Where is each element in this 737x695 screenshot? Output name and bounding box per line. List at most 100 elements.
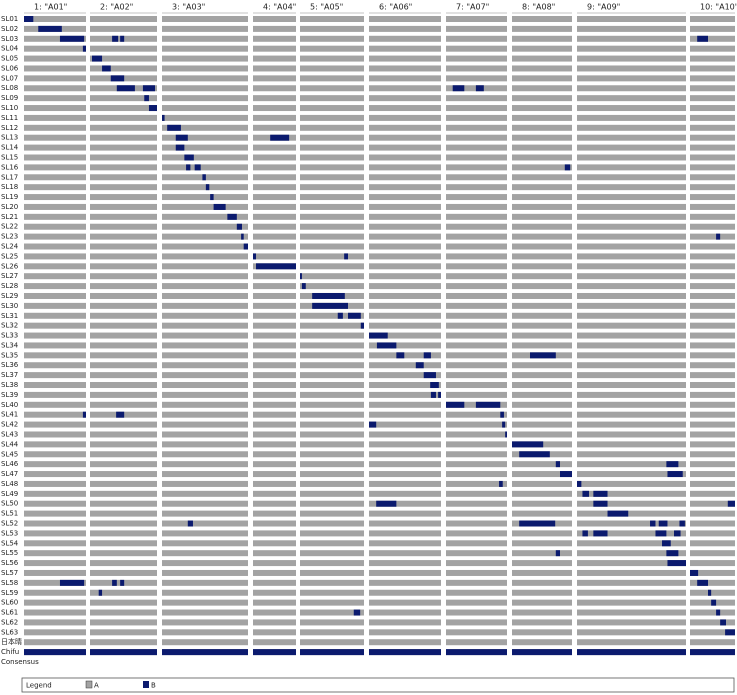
background-bar: [369, 194, 441, 201]
b-segment: [202, 174, 206, 181]
background-bar: [690, 263, 735, 270]
background-bar: [90, 560, 157, 567]
b-segment: [415, 362, 424, 369]
background-bar: [369, 253, 441, 260]
background-bar: [512, 540, 572, 547]
row-label: SL63: [1, 628, 18, 636]
background-bar: [300, 45, 364, 52]
chromosome-label: 6: "A06": [379, 3, 412, 12]
background-bar: [690, 391, 735, 398]
background-bar: [90, 25, 157, 32]
background-bar: [512, 223, 572, 230]
background-bar: [24, 639, 86, 646]
background-bar: [253, 65, 296, 72]
background-bar: [253, 114, 296, 121]
row-label: SL35: [1, 351, 18, 359]
background-bar: [446, 223, 507, 230]
b-segment: [300, 649, 364, 656]
background-bar: [90, 322, 157, 329]
background-bar: [690, 144, 735, 151]
b-segment: [360, 322, 364, 329]
background-bar: [690, 332, 735, 339]
background-bar: [24, 283, 86, 290]
background-bar: [577, 401, 686, 408]
background-bar: [90, 184, 157, 191]
background-bar: [90, 332, 157, 339]
background-bar: [512, 579, 572, 586]
background-bar: [162, 609, 248, 616]
background-bar: [446, 352, 507, 359]
background-bar: [577, 421, 686, 428]
background-bar: [24, 114, 86, 121]
background-bar: [512, 203, 572, 210]
background-bar: [446, 471, 507, 478]
background-bar: [512, 500, 572, 507]
background-bar: [90, 629, 157, 636]
background-bar: [690, 223, 735, 230]
b-segment: [512, 441, 544, 448]
background-bar: [446, 95, 507, 102]
background-bar: [24, 510, 86, 517]
background-bar: [577, 569, 686, 576]
background-bar: [24, 490, 86, 497]
background-bar: [162, 362, 248, 369]
background-bar: [300, 263, 364, 270]
background-bar: [577, 332, 686, 339]
background-bar: [253, 273, 296, 280]
background-bar: [446, 451, 507, 458]
background-bar: [24, 530, 86, 537]
b-segment: [711, 599, 717, 606]
b-segment: [530, 352, 556, 359]
background-bar: [300, 540, 364, 547]
background-bar: [690, 65, 735, 72]
background-bar: [512, 283, 572, 290]
row-label: SL57: [1, 569, 18, 577]
background-bar: [577, 25, 686, 32]
row-label: SL18: [1, 183, 18, 191]
legend-swatch: [85, 680, 93, 689]
background-bar: [577, 461, 686, 468]
background-bar: [90, 550, 157, 557]
background-bar: [369, 609, 441, 616]
background-bar: [253, 500, 296, 507]
background-bar: [24, 391, 86, 398]
background-bar: [369, 520, 441, 527]
background-bar: [253, 550, 296, 557]
background-bar: [253, 194, 296, 201]
background-bar: [369, 441, 441, 448]
b-segment: [337, 312, 343, 319]
background-bar: [300, 85, 364, 92]
background-bar: [162, 243, 248, 250]
background-bar: [577, 154, 686, 161]
background-bar: [577, 223, 686, 230]
background-bar: [24, 322, 86, 329]
background-bar: [446, 362, 507, 369]
background-bar: [24, 85, 86, 92]
b-segment: [184, 154, 194, 161]
background-bar: [162, 312, 248, 319]
background-bar: [690, 184, 735, 191]
background-bar: [369, 599, 441, 606]
background-bar: [690, 540, 735, 547]
background-bar: [369, 302, 441, 309]
background-bar: [90, 391, 157, 398]
background-bar: [690, 520, 735, 527]
background-bar: [162, 530, 248, 537]
background-bar: [690, 639, 735, 646]
row-label: SL44: [1, 440, 19, 448]
background-bar: [24, 65, 86, 72]
background-bar: [90, 362, 157, 369]
background-bar: [577, 550, 686, 557]
background-bar: [300, 164, 364, 171]
background-bar: [90, 114, 157, 121]
b-segment: [116, 411, 125, 418]
background-bar: [512, 134, 572, 141]
background-bar: [300, 550, 364, 557]
b-segment: [396, 352, 405, 359]
background-bar: [253, 342, 296, 349]
background-bar: [300, 35, 364, 42]
background-bar: [512, 124, 572, 131]
row-label: SL06: [1, 64, 19, 72]
background-bar: [446, 114, 507, 121]
background-bar: [369, 352, 441, 359]
